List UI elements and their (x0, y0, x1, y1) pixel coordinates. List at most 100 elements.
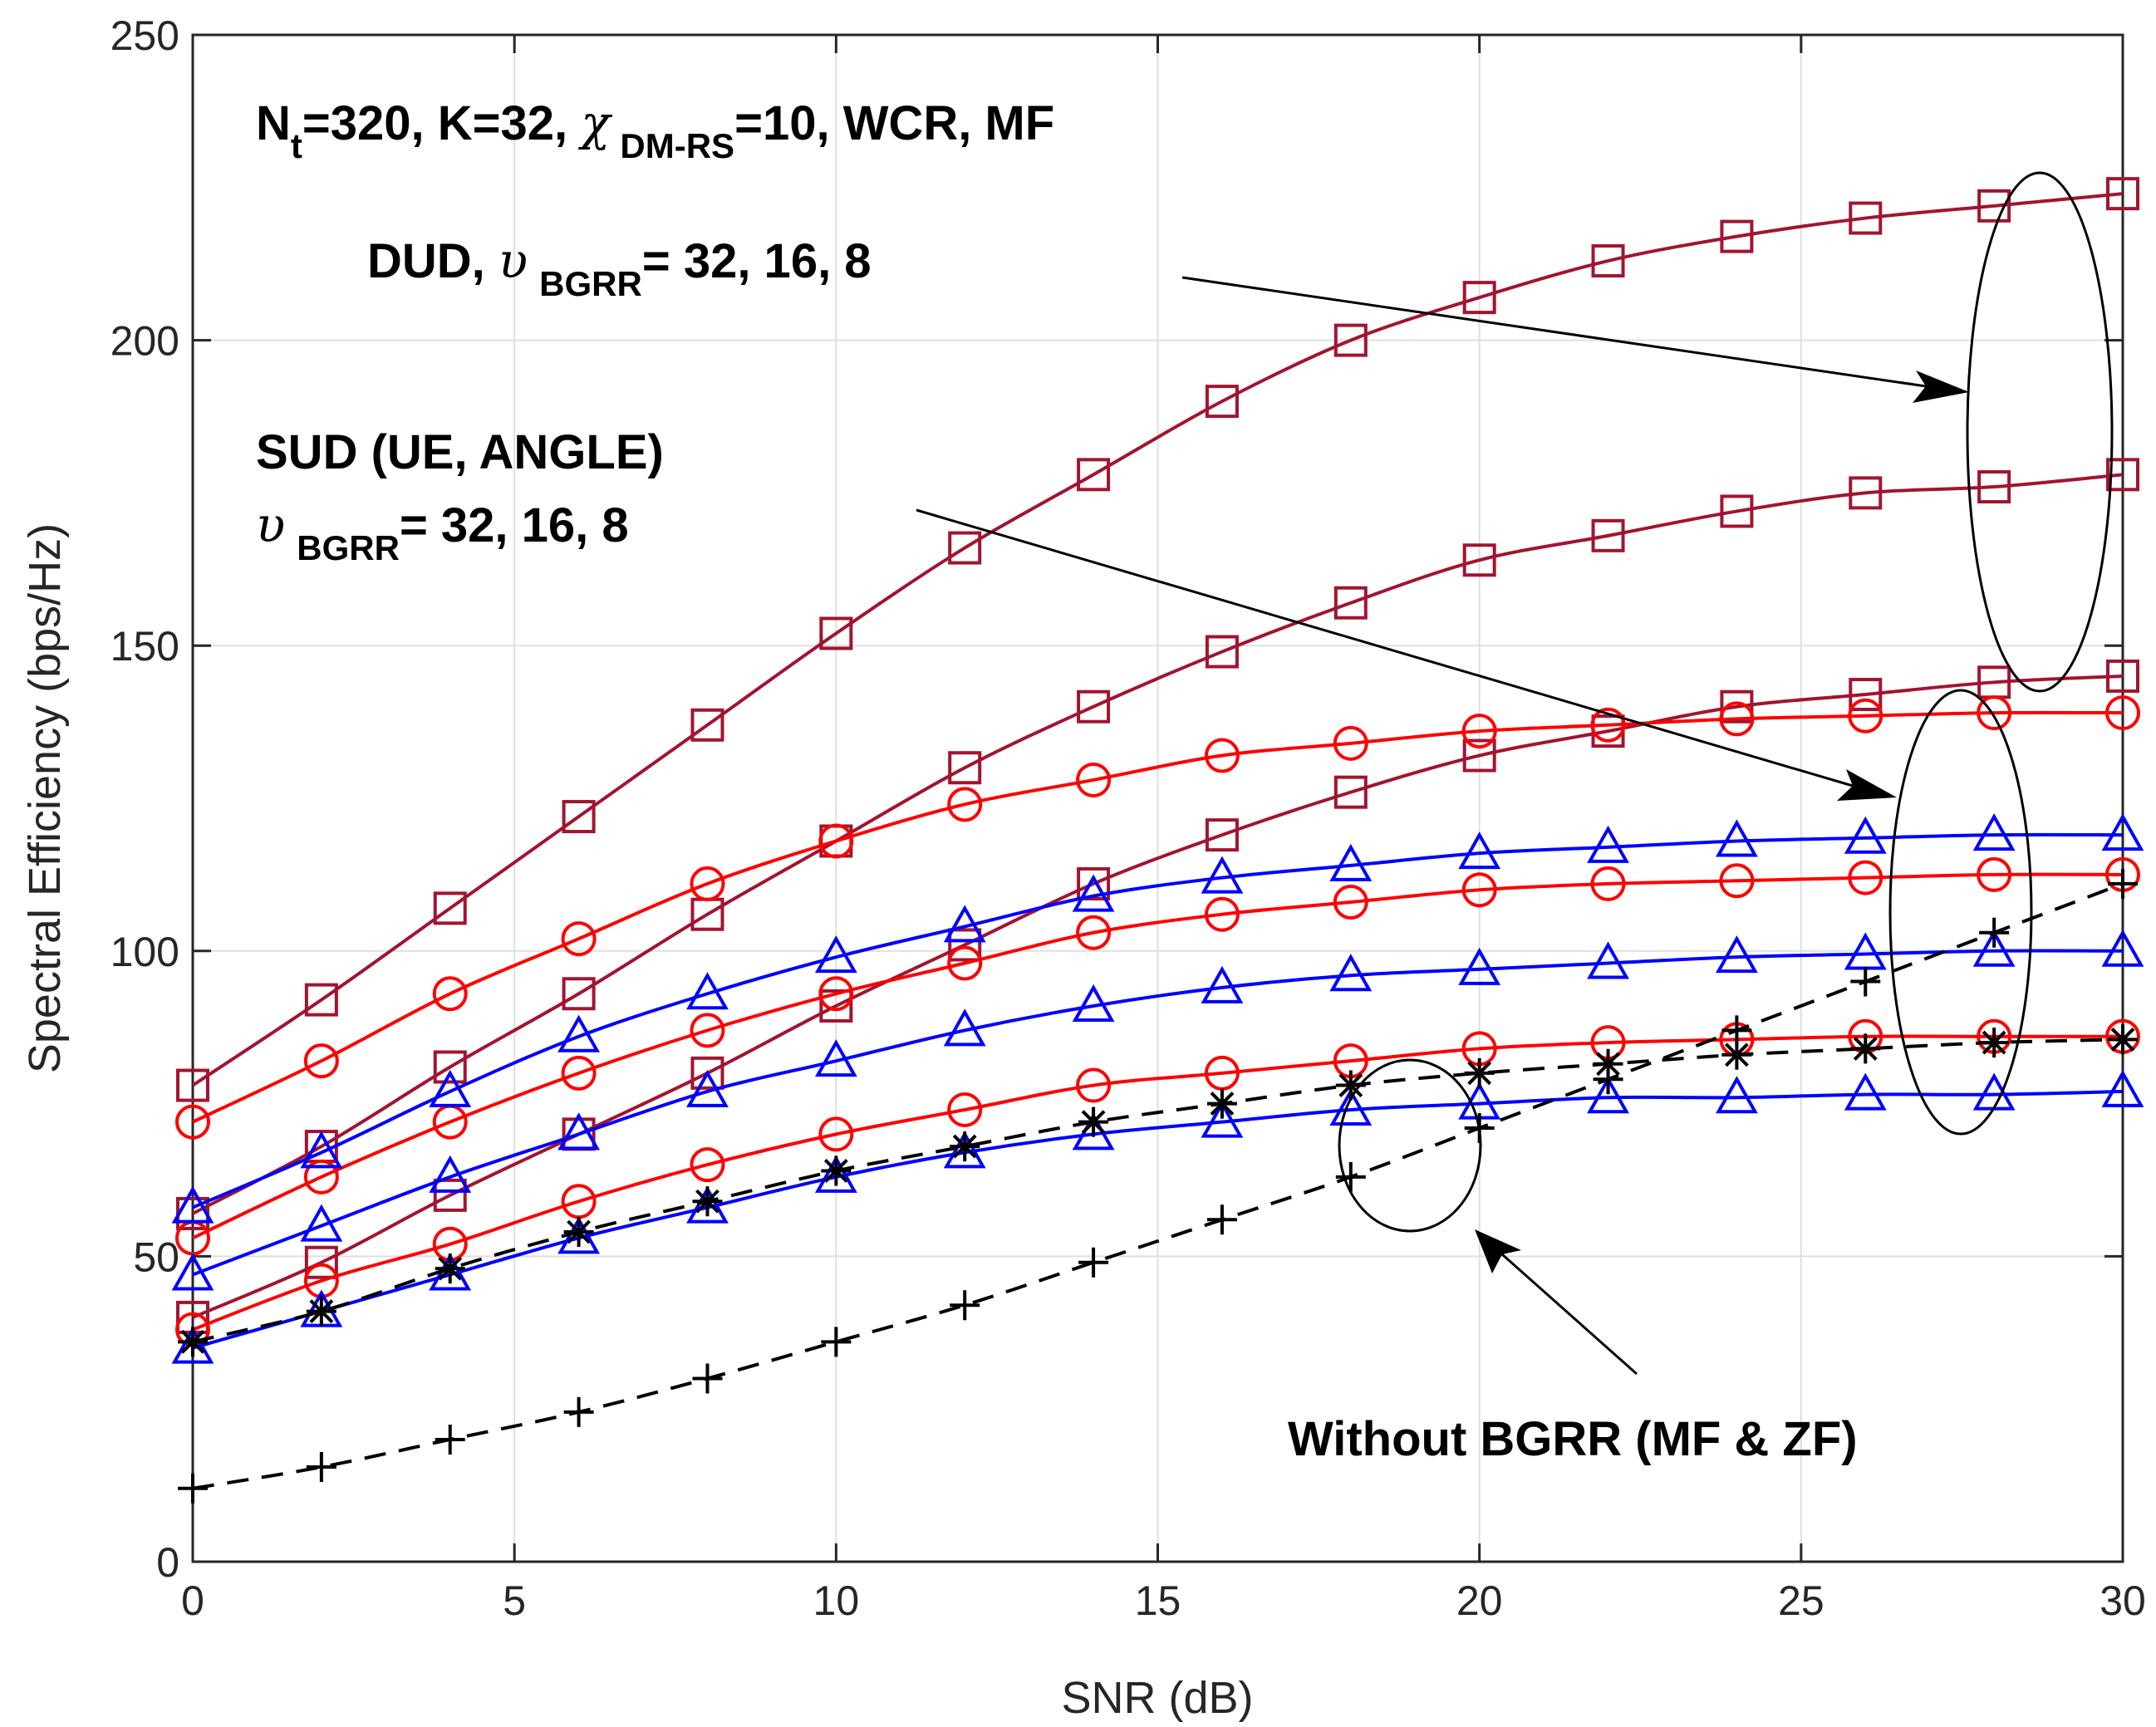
square-marker (819, 616, 853, 650)
y-tick-label: 50 (133, 1234, 179, 1280)
circle-marker (2105, 695, 2140, 731)
circle-marker (818, 823, 854, 859)
x-tick-label: 15 (1135, 1577, 1181, 1624)
circle-marker (690, 1013, 725, 1048)
circle-marker (1848, 698, 1883, 733)
circle-marker (1076, 915, 1112, 950)
triangle-marker (171, 1185, 214, 1224)
annotation-chi-subscript: DM-RS (620, 126, 734, 165)
circle-marker (1590, 707, 1626, 743)
triangle-marker (2101, 929, 2144, 967)
circle-marker (947, 945, 983, 981)
circle-marker (1590, 866, 1626, 901)
sud-arrow-line (916, 508, 1854, 787)
square-marker (1333, 775, 1368, 809)
upsilon-symbol: υ (498, 233, 528, 289)
series-line (192, 674, 2124, 1319)
triangle-marker (1329, 843, 1373, 881)
dud-arrow-line (1181, 276, 1927, 388)
circle-marker (1719, 863, 1755, 899)
series-line (192, 1034, 2123, 1332)
star-marker (1464, 1057, 1495, 1088)
square-marker (1462, 281, 1496, 315)
star-marker (1593, 1048, 1623, 1079)
circle-marker (690, 1147, 725, 1183)
plus-marker (2108, 868, 2138, 899)
star-marker (821, 1155, 852, 1186)
triangle-marker (557, 1112, 601, 1151)
series-dud-bgrr-16 (176, 458, 2139, 1230)
annotation-part1: =320, K=32, (302, 96, 581, 150)
square-marker (1333, 586, 1368, 620)
x-axis-label: SNR (dB) (1061, 1673, 1253, 1723)
triangle-marker (1587, 825, 1629, 863)
sud-arrowhead (1837, 769, 1897, 801)
square-marker (304, 1245, 338, 1279)
square-marker (2106, 458, 2139, 492)
series-line (192, 832, 2124, 1209)
plus-marker (1335, 1161, 1366, 1192)
annotation-dud-label: DUD, (367, 234, 498, 288)
without-bgrr-arrowhead (1475, 1229, 1521, 1273)
square-marker (433, 891, 467, 925)
dud-arrowhead (1913, 370, 1969, 403)
triangle-marker (814, 935, 857, 974)
circle-marker (1719, 701, 1755, 737)
circle-marker (561, 921, 597, 957)
square-marker (433, 1050, 467, 1084)
triangle-marker (1844, 1072, 1887, 1111)
triangle-marker (686, 972, 729, 1010)
square-marker (948, 751, 982, 785)
square-marker (1849, 678, 1883, 712)
series-line (192, 1038, 2124, 1344)
plus-marker (435, 1424, 465, 1455)
triangle-marker (429, 1069, 472, 1107)
chi-symbol: χ (577, 95, 612, 151)
data-series (171, 177, 2144, 1504)
square-marker (1077, 866, 1111, 900)
star-marker (692, 1186, 723, 1217)
triangle-marker (1458, 947, 1501, 985)
triangle-marker (1972, 813, 2016, 851)
y-tick-label: 150 (111, 623, 179, 670)
circle-marker (1076, 1067, 1112, 1103)
dud-group-ellipse (1966, 171, 2114, 693)
square-marker (1591, 518, 1625, 552)
circle-marker (303, 1159, 339, 1195)
star-marker (563, 1216, 594, 1247)
square-marker (176, 1068, 209, 1102)
square-marker (1849, 476, 1883, 510)
circle-marker (1204, 738, 1240, 773)
star-marker (2108, 1024, 2138, 1055)
circle-marker (1333, 884, 1368, 920)
square-marker (1720, 219, 1754, 253)
circle-marker (818, 976, 854, 1012)
without-bgrr-arrow-line (1501, 1253, 1638, 1376)
series-sud-angle-bgrr-32 (171, 813, 2144, 1224)
triangle-marker (943, 1008, 986, 1047)
sud-group-ellipse (1888, 689, 2033, 1136)
series-line (192, 1089, 2124, 1350)
series-sud-ue-bgrr-16 (175, 856, 2140, 1256)
square-marker (690, 708, 724, 742)
circle-marker (432, 976, 468, 1012)
square-marker (1849, 201, 1883, 235)
square-marker (1205, 635, 1239, 669)
plus-marker (692, 1363, 723, 1394)
series-sud-ue-bgrr-32 (175, 695, 2140, 1140)
triangle-marker (2101, 813, 2144, 851)
triangle-marker (1844, 816, 1887, 854)
star-marker (1335, 1070, 1366, 1101)
triangle-marker (1972, 929, 2016, 967)
square-marker (1077, 458, 1111, 492)
annotation-sud-values: υ BGRR= 32, 16, 8 (256, 497, 629, 567)
triangle-marker (1201, 965, 1244, 1003)
square-marker (948, 531, 982, 565)
x-tick-label: 30 (2100, 1577, 2146, 1624)
y-tick-label: 0 (156, 1539, 179, 1586)
x-tick-label: 20 (1456, 1577, 1503, 1624)
circle-marker (1076, 762, 1112, 797)
plus-marker (1850, 966, 1881, 997)
